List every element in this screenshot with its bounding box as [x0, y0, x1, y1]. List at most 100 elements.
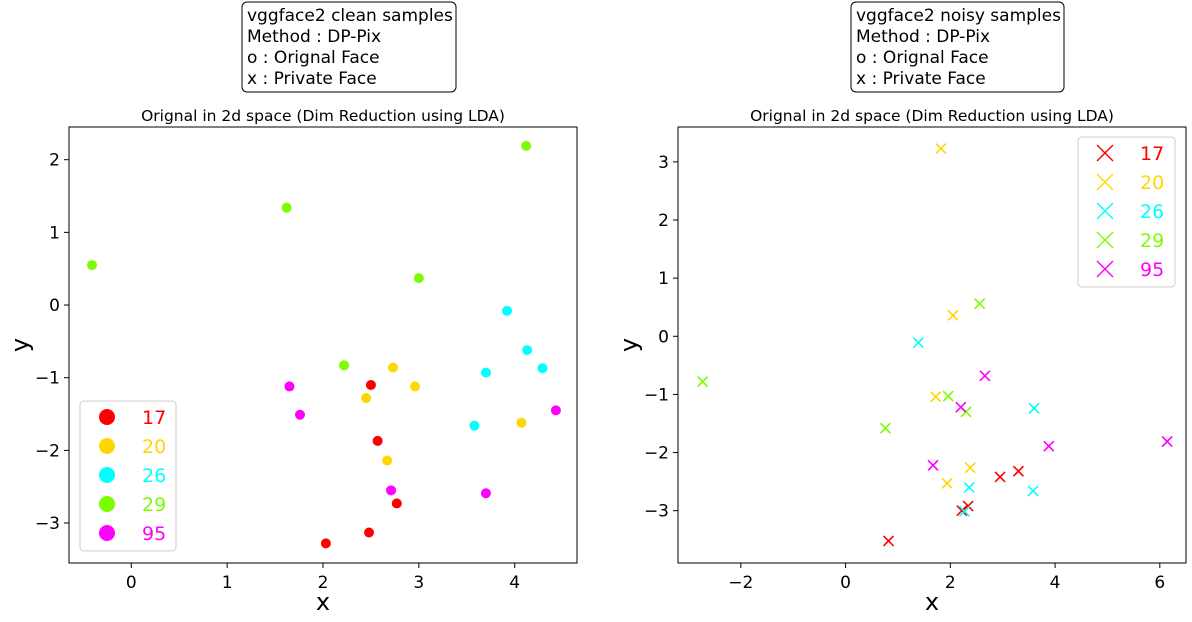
left-ticks: 0 1 2 3 4 −3 −2 −1 0 1 2: [35, 151, 520, 593]
right-point-29: [879, 422, 891, 434]
right-chart: vggface2 noisy samples Method : DP-Pix o…: [615, 1, 1187, 616]
left-legend-marker-26: [99, 467, 115, 483]
left-plot-frame: [68, 126, 578, 564]
left-point-95: [284, 381, 295, 392]
left-x-tick-label: 4: [509, 573, 520, 593]
left-legend-marker-95: [99, 525, 115, 541]
right-legend-marker-29: [1096, 231, 1114, 249]
right-y-tick-label: 1: [658, 269, 669, 289]
left-x-tick-label: 3: [413, 573, 424, 593]
right-x-tick-label: 4: [1050, 573, 1061, 593]
right-annotation-line-4: x : Private Face: [856, 69, 986, 89]
left-legend-label-20: 20: [142, 436, 166, 458]
left-y-tick-label: −1: [35, 369, 60, 389]
left-point-29: [521, 140, 532, 151]
right-legend: 17 20 26 29 95: [1077, 136, 1176, 288]
right-point-95: [979, 370, 991, 382]
right-legend-label-26: 26: [1140, 201, 1164, 223]
right-point-95: [955, 401, 967, 413]
right-point-95: [1043, 440, 1055, 452]
left-annotation-box: vggface2 clean samples Method : DP-Pix o…: [241, 1, 457, 93]
left-point-29: [339, 360, 350, 371]
left-legend: 17 20 26 29 95: [79, 400, 177, 552]
left-point-26: [469, 420, 480, 431]
left-x-axis-label: x: [316, 588, 330, 616]
right-y-tick-label: 3: [658, 153, 669, 173]
left-x-tick-label: 1: [222, 573, 233, 593]
left-legend-label-26: 26: [142, 465, 166, 487]
left-legend-label-95: 95: [142, 523, 166, 545]
left-point-95: [480, 488, 491, 499]
right-point-26: [963, 481, 975, 493]
right-legend-marker-26: [1096, 202, 1114, 220]
right-legend-marker-17: [1096, 144, 1114, 162]
left-legend-marker-29: [99, 496, 115, 512]
right-point-29: [974, 298, 986, 310]
right-y-tick-label: 2: [658, 211, 669, 231]
right-legend-label-95: 95: [1140, 259, 1164, 281]
right-point-17: [994, 471, 1006, 483]
left-point-17: [320, 538, 331, 549]
left-chart: vggface2 clean samples Method : DP-Pix o…: [6, 1, 578, 616]
left-point-20: [387, 362, 398, 373]
right-plot-frame: [677, 126, 1187, 564]
left-annotation-line-1: vggface2 clean samples: [247, 6, 453, 26]
left-annotation-line-2: Method : DP-Pix: [247, 27, 381, 47]
left-point-95: [550, 405, 561, 416]
left-legend-frame: [79, 400, 177, 552]
left-point-26: [522, 345, 533, 356]
left-legend-label-29: 29: [142, 494, 166, 516]
right-legend-label-17: 17: [1140, 143, 1164, 165]
left-legend-marker-20: [99, 438, 115, 454]
right-y-axis-label: y: [615, 338, 643, 352]
left-points: [87, 140, 561, 549]
left-point-95: [386, 485, 397, 496]
right-point-17: [882, 535, 895, 547]
right-point-26: [958, 505, 971, 517]
right-annotation-line-2: Method : DP-Pix: [856, 27, 990, 47]
left-point-26: [537, 363, 548, 374]
left-point-20: [410, 381, 421, 392]
right-x-tick-label: −2: [728, 573, 753, 593]
right-x-tick-label: 6: [1154, 573, 1165, 593]
right-y-tick-label: −1: [644, 385, 669, 405]
left-point-20: [382, 455, 393, 466]
right-y-tick-label: −3: [644, 502, 669, 522]
right-annotation-box: vggface2 noisy samples Method : DP-Pix o…: [850, 1, 1065, 93]
right-point-17: [1012, 465, 1024, 477]
left-y-tick-label: −2: [35, 441, 60, 461]
right-point-29: [697, 376, 709, 388]
left-point-29: [413, 273, 424, 284]
left-chart-title: Orignal in 2d space (Dim Reduction using…: [141, 107, 505, 125]
right-legend-label-20: 20: [1140, 172, 1164, 194]
right-point-26: [912, 337, 924, 349]
right-point-26: [1027, 485, 1039, 497]
right-point-20: [947, 309, 959, 321]
right-point-20: [964, 462, 976, 474]
right-point-17: [956, 505, 968, 517]
right-point-20: [930, 391, 942, 403]
left-y-axis-label: y: [6, 338, 34, 352]
right-x-axis-label: x: [925, 588, 939, 616]
right-ticks: −2 0 2 4 6 −3 −2 −1 0 1 2 3: [644, 153, 1165, 593]
left-legend-label-17: 17: [142, 407, 166, 429]
left-point-26: [502, 305, 513, 316]
left-point-17: [391, 498, 402, 509]
left-point-20: [516, 417, 527, 428]
left-point-17: [372, 435, 383, 446]
right-point-17: [962, 500, 974, 512]
right-point-20: [941, 477, 953, 489]
left-point-17: [365, 379, 376, 390]
right-annotation-line-1: vggface2 noisy samples: [856, 6, 1061, 26]
right-point-95: [1161, 435, 1173, 448]
right-y-tick-label: −2: [644, 444, 669, 464]
right-legend-frame: [1077, 136, 1176, 288]
left-x-tick-label: 0: [126, 573, 137, 593]
left-point-20: [361, 393, 372, 404]
left-point-29: [87, 260, 98, 271]
right-x-tick-label: 2: [945, 573, 956, 593]
right-point-95: [927, 459, 939, 471]
right-point-20: [935, 142, 947, 155]
right-points: [697, 142, 1173, 547]
right-legend-marker-20: [1096, 173, 1114, 191]
